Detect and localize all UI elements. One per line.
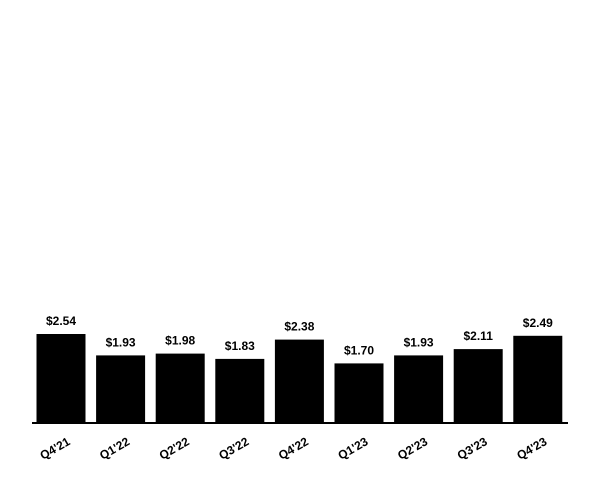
value-labels-group: $2.54 $1.93 $1.98 $1.83 $2.38 $1.70 $1.93 $2.11… <box>46 314 553 357</box>
bar-value-label-5: $1.70 <box>344 343 374 357</box>
x-tick-label-8: Q4'23 <box>514 434 549 462</box>
x-tick-label-3: Q3'22 <box>216 434 251 462</box>
x-tick-label-2: Q2'22 <box>157 434 192 462</box>
bar-value-label-0: $2.54 <box>46 314 76 328</box>
bar-value-label-3: $1.83 <box>225 339 255 353</box>
x-tick-label-6: Q2'23 <box>395 434 430 462</box>
x-tick-label-5: Q1'23 <box>336 434 371 462</box>
bar-value-label-4: $2.38 <box>284 320 314 334</box>
x-tick-labels-group: Q4'21 Q1'22 Q2'22 Q3'22 Q4'22 Q1'23 Q2'23 Q3'23… <box>38 434 550 462</box>
bar-2 <box>155 353 205 423</box>
x-tick-label-0: Q4'21 <box>38 434 73 462</box>
x-tick-label-7: Q3'23 <box>455 434 490 462</box>
bar-5 <box>334 363 384 423</box>
bar-value-label-2: $1.98 <box>165 334 195 348</box>
bar-4 <box>274 339 324 423</box>
bars-group <box>36 334 563 423</box>
bar-3 <box>215 358 265 423</box>
bar-value-label-1: $1.93 <box>106 335 136 349</box>
bar-6 <box>394 355 444 423</box>
x-tick-label-4: Q4'22 <box>276 434 311 462</box>
bar-value-label-6: $1.93 <box>404 335 434 349</box>
bar-7 <box>453 349 503 423</box>
bar-value-label-8: $2.49 <box>523 316 553 330</box>
bar-1 <box>96 355 146 423</box>
x-tick-label-1: Q1'22 <box>97 434 132 462</box>
bar-value-label-7: $2.11 <box>464 329 494 343</box>
bar-0 <box>36 334 86 423</box>
bar-8 <box>513 335 563 423</box>
